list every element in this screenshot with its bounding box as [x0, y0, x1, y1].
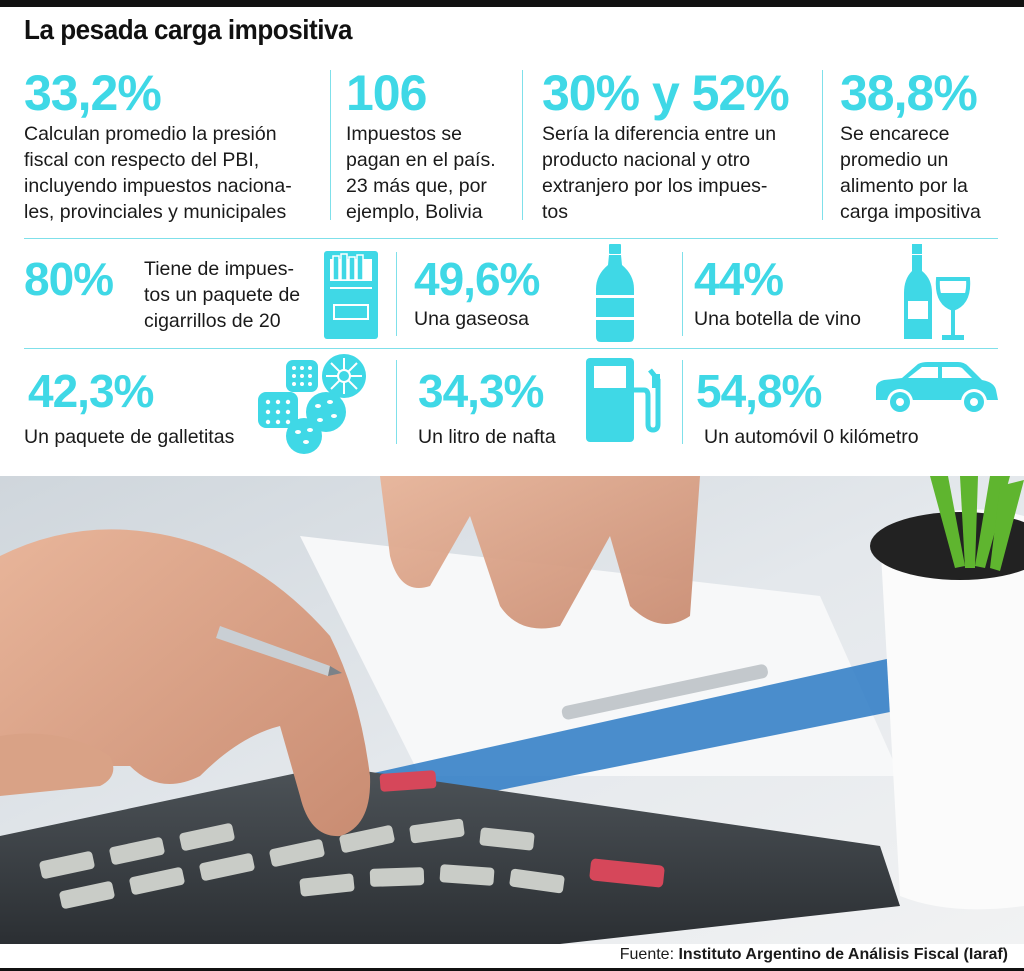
stat-value-car: 54,8%	[696, 365, 822, 417]
stat-text-fuel: Un litro de nafta	[418, 426, 556, 448]
fuel-pump-icon	[586, 358, 661, 442]
stat-value-price-difference: 30% y 52%	[542, 65, 790, 121]
divider	[682, 360, 683, 444]
cookies-icon	[258, 354, 366, 454]
car-icon	[876, 362, 998, 415]
divider	[522, 70, 523, 220]
stat-value-cigarettes: 80%	[24, 253, 114, 305]
stat-value-cookies: 42,3%	[28, 365, 154, 417]
stat-value-tax-count: 106	[346, 65, 427, 121]
top-bar	[0, 0, 1024, 7]
divider	[396, 252, 397, 336]
divider	[396, 360, 397, 444]
stat-value-wine: 44%	[694, 253, 784, 305]
stat-text-food-cost: Se encarece promedio un alimento por la car…	[840, 123, 981, 223]
wine-bottle-icon	[904, 244, 971, 340]
stat-value-food-cost: 38,8%	[840, 65, 978, 121]
stat-text-tax-count: Impuestos se pagan en el país. 23 más que,…	[346, 123, 496, 223]
bottom-bar	[0, 968, 1024, 971]
divider	[24, 238, 998, 239]
stat-text-car: Un automóvil 0 kilómetro	[704, 426, 919, 448]
divider	[682, 252, 683, 336]
stat-text-soda: Una gaseosa	[414, 308, 529, 330]
page-title: La pesada carga impositiva	[24, 14, 353, 45]
cigarette-pack-icon	[324, 251, 378, 339]
calculator-photo	[0, 476, 1024, 944]
stat-value-fuel: 34,3%	[418, 365, 544, 417]
stat-text-tax-pressure: Calculan promedio la presión fiscal con r…	[24, 123, 292, 223]
stat-value-tax-pressure: 33,2%	[24, 65, 162, 121]
stat-text-cigarettes: Tiene de impues-tos un paquete de cigarri…	[144, 258, 301, 332]
stat-text-wine: Una botella de vino	[694, 308, 861, 330]
divider	[24, 348, 998, 349]
stat-text-cookies: Un paquete de galletitas	[24, 426, 235, 448]
divider	[330, 70, 331, 220]
divider	[822, 70, 823, 220]
soda-bottle-icon	[596, 244, 634, 342]
source-credit: Fuente: Instituto Argentino de Análisis …	[619, 946, 1008, 963]
stat-value-soda: 49,6%	[414, 253, 540, 305]
stat-text-price-difference: Sería la diferencia entre un producto nac…	[542, 123, 777, 223]
